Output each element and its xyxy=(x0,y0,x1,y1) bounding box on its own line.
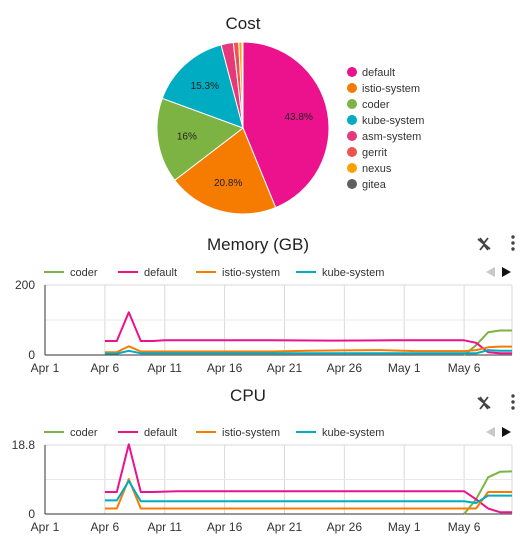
pie-slice-label: 15.3% xyxy=(191,81,219,92)
pie-slice-label: 43.8% xyxy=(285,112,313,123)
x-tick-label: Apr 16 xyxy=(207,361,243,375)
pie-slice-default[interactable] xyxy=(242,41,330,209)
x-tick-label: May 1 xyxy=(388,361,421,375)
legend-swatch xyxy=(347,99,357,109)
pie-labels: 43.8% 20.8% 16% 15.3% xyxy=(177,81,313,189)
legend-label-kube-system[interactable]: kube-system xyxy=(362,115,424,127)
x-tick-label: Apr 21 xyxy=(267,520,303,534)
legend-label-nexus[interactable]: nexus xyxy=(362,163,392,175)
series-line-coder[interactable] xyxy=(463,329,512,356)
memory-chart: Memory (GB) coder default istio-system kube… xyxy=(15,235,515,375)
legend-label-istio-system[interactable]: istio-system xyxy=(362,83,420,95)
vertical-dots-icon[interactable] xyxy=(511,235,515,251)
memory-title: Memory (GB) xyxy=(207,235,309,254)
series-line-kube-system[interactable] xyxy=(104,349,512,355)
series-line-default[interactable] xyxy=(104,443,512,514)
no-zoom-icon[interactable] xyxy=(477,396,491,410)
x-tick-label: Apr 1 xyxy=(31,520,60,534)
series-line-default[interactable] xyxy=(104,311,512,355)
x-tick-label: Apr 6 xyxy=(91,520,120,534)
pie-title: Cost xyxy=(226,14,261,33)
x-tick-label: May 6 xyxy=(448,520,481,534)
legend-label-kube-system[interactable]: kube-system xyxy=(322,427,384,439)
triangle-right-icon[interactable] xyxy=(502,427,511,437)
triangle-left-icon[interactable] xyxy=(486,267,495,277)
legend-swatch xyxy=(347,131,357,141)
cpu-plot-area: Apr 1 Apr 6 Apr 11 Apr 16 Apr 21 Apr 26 May 1 M… xyxy=(12,438,513,534)
series-line-kube-system[interactable] xyxy=(104,480,512,504)
triangle-right-icon[interactable] xyxy=(502,267,511,277)
memory-plot-area: Apr 1 Apr 6 Apr 11 Apr 16 Apr 21 Apr 26 May 1 M… xyxy=(15,278,513,375)
y-tick-label: 0 xyxy=(28,507,35,521)
series-line-istio-system[interactable] xyxy=(104,478,512,510)
legend-swatch xyxy=(347,179,357,189)
legend-label-istio-system[interactable]: istio-system xyxy=(222,427,280,439)
y-tick-label: 0 xyxy=(28,348,35,362)
legend-label-coder[interactable]: coder xyxy=(70,427,98,439)
legend-swatch xyxy=(347,115,357,125)
y-tick-label: 200 xyxy=(15,278,35,292)
x-tick-label: Apr 21 xyxy=(267,361,303,375)
legend-swatch xyxy=(347,83,357,93)
legend-label-kube-system[interactable]: kube-system xyxy=(322,267,384,279)
legend-label-coder[interactable]: coder xyxy=(362,99,390,111)
x-tick-label: Apr 11 xyxy=(148,520,183,534)
x-tick-label: Apr 11 xyxy=(148,361,183,375)
legend-label-istio-system[interactable]: istio-system xyxy=(222,267,280,279)
cpu-chart: CPU coder default istio-system kube-system … xyxy=(12,386,515,534)
pie-slice-label: 20.8% xyxy=(214,178,242,189)
cpu-title: CPU xyxy=(230,386,266,405)
series-line-istio-system[interactable] xyxy=(104,345,512,354)
pie-legend: default istio-system coder kube-system asm-s… xyxy=(347,67,424,191)
pie-slice-istio-system[interactable] xyxy=(174,127,277,215)
legend-label-default[interactable]: default xyxy=(144,427,177,439)
legend-label-gerrit[interactable]: gerrit xyxy=(362,147,387,159)
legend-swatch xyxy=(347,67,357,77)
cpu-legend: coder default istio-system kube-system xyxy=(44,427,384,439)
x-tick-label: Apr 6 xyxy=(91,361,120,375)
x-tick-label: Apr 1 xyxy=(31,361,60,375)
legend-swatch xyxy=(347,147,357,157)
legend-label-coder[interactable]: coder xyxy=(70,267,98,279)
pie-slice-gitea[interactable] xyxy=(241,41,244,129)
memory-legend: coder default istio-system kube-system xyxy=(44,267,384,279)
pie-slice-kube-system[interactable] xyxy=(161,44,244,129)
pie-slice-label: 16% xyxy=(177,132,197,143)
series-line-coder[interactable] xyxy=(463,470,513,515)
y-tick-label: 18.8 xyxy=(12,438,36,452)
pie-slices xyxy=(156,41,330,215)
legend-label-gitea[interactable]: gitea xyxy=(362,179,387,191)
vertical-dots-icon[interactable] xyxy=(511,394,515,410)
legend-label-default[interactable]: default xyxy=(144,267,177,279)
triangle-left-icon[interactable] xyxy=(486,427,495,437)
legend-label-asm-system[interactable]: asm-system xyxy=(362,131,421,143)
x-tick-label: Apr 16 xyxy=(207,520,243,534)
legend-label-default[interactable]: default xyxy=(362,67,395,79)
x-tick-label: May 6 xyxy=(448,361,481,375)
x-tick-label: May 1 xyxy=(388,520,421,534)
x-tick-label: Apr 26 xyxy=(327,520,363,534)
pie-chart: Cost 43.8% 20.8% 16% 15.3% default istio-sys… xyxy=(156,14,424,215)
pie-slice-coder[interactable] xyxy=(156,97,245,181)
legend-swatch xyxy=(347,163,357,173)
no-zoom-icon[interactable] xyxy=(477,237,491,251)
x-tick-label: Apr 26 xyxy=(327,361,363,375)
